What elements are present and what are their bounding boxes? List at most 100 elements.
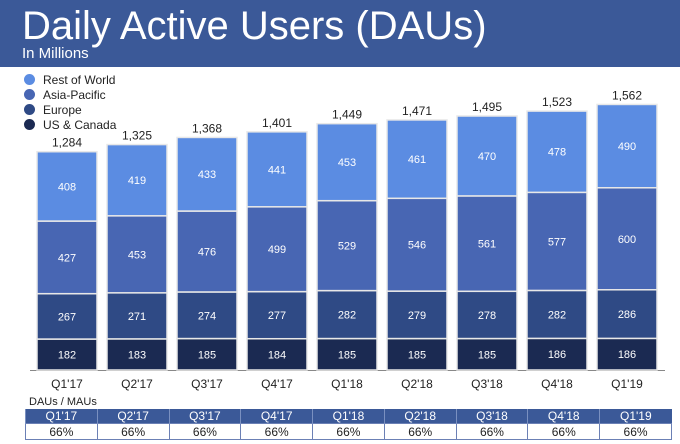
total-label: 1,401 (262, 116, 292, 130)
x-tick-label: Q1'19 (611, 377, 643, 391)
x-tick-label: Q2'18 (401, 377, 433, 391)
segment-label: 274 (198, 310, 216, 322)
segment-label: 185 (408, 349, 426, 361)
segment-label: 499 (268, 244, 286, 256)
segment-label: 478 (548, 147, 566, 159)
segment-label: 184 (268, 349, 286, 361)
bar-segment (176, 291, 238, 340)
total-label: 1,284 (52, 136, 82, 150)
segment-label: 271 (128, 311, 146, 323)
table-header-cell: Q4'18 (527, 409, 600, 424)
table-header-cell: Q4'17 (240, 409, 313, 424)
x-tick-label: Q1'17 (51, 377, 83, 391)
bar-segment (526, 110, 588, 194)
legend-swatch (24, 89, 35, 100)
segment-label: 476 (198, 247, 216, 259)
legend-label: Europe (43, 102, 82, 117)
legend-item: Europe (24, 102, 116, 117)
legend-swatch (24, 104, 35, 115)
bar-segment (316, 289, 378, 340)
bar-segment (106, 292, 168, 340)
bar-segment (596, 337, 658, 371)
segment-label: 461 (408, 154, 426, 166)
bar-segment (596, 103, 658, 189)
bar-segment (176, 136, 238, 212)
table-value-cell: 66% (599, 423, 672, 440)
x-tick-label: Q4'17 (261, 377, 293, 391)
total-label: 1,523 (542, 95, 572, 109)
table-header-cell: Q2'17 (96, 409, 170, 424)
table-value-cell: 66% (168, 423, 242, 440)
legend: Rest of World Asia-Pacific Europe US & Cana… (24, 72, 116, 132)
bar-segment (316, 199, 378, 292)
legend-item: Rest of World (24, 72, 116, 87)
segment-label: 453 (338, 157, 356, 169)
segment-label: 282 (548, 309, 566, 321)
table-value-cell: 66% (455, 423, 529, 440)
segment-label: 433 (198, 169, 216, 181)
segment-label: 183 (128, 349, 146, 361)
x-tick-label: Q2'17 (121, 377, 153, 391)
total-label: 1,471 (402, 104, 432, 118)
bar-segment (176, 337, 238, 371)
table-value-cell: 66% (96, 423, 170, 440)
chart-title: Daily Active Users (DAUs) (22, 4, 487, 48)
bar-segment (36, 220, 98, 295)
segment-label: 185 (338, 349, 356, 361)
segment-label: 427 (58, 252, 76, 264)
bar-segment (596, 289, 658, 340)
bar-segment (386, 119, 448, 200)
bar-segment (246, 131, 308, 208)
table-header-cell: Q3'17 (168, 409, 241, 424)
segment-label: 286 (618, 309, 636, 321)
total-label: 1,449 (332, 108, 362, 122)
bar-segment (456, 115, 518, 197)
dau-mau-table: Q1'17 Q2'17 Q3'17 Q4'17 Q1'18 Q2'18 Q3'18 Q4'18… (25, 409, 672, 440)
bar-segment (246, 206, 308, 293)
bar-segment (456, 337, 518, 371)
header-banner: Daily Active Users (DAUs) In Millions (0, 0, 680, 67)
legend-swatch (24, 74, 35, 85)
legend-label: US & Canada (43, 117, 117, 132)
segment-label: 186 (618, 349, 636, 361)
bar-segment (316, 122, 378, 202)
segment-label: 408 (58, 181, 76, 193)
bar-segment (456, 195, 518, 293)
bar-segment (456, 290, 518, 340)
legend-item: US & Canada (24, 117, 116, 132)
bar-segment (36, 150, 98, 222)
table-header-cell: Q1'18 (312, 409, 385, 424)
legend-swatch (24, 119, 35, 130)
bar-segment (106, 215, 168, 294)
total-label: 1,325 (122, 129, 152, 143)
segment-label: 279 (408, 310, 426, 322)
segment-label: 490 (618, 141, 636, 153)
segment-label: 182 (58, 350, 76, 362)
table-value-cell: 66% (527, 423, 601, 440)
table-value-cell: 66% (25, 423, 98, 440)
segment-label: 600 (618, 234, 636, 246)
bar-segment (36, 338, 98, 371)
bar-segment (386, 290, 448, 340)
segment-label: 561 (478, 239, 496, 251)
x-tick-label: Q3'18 (471, 377, 503, 391)
legend-item: Asia-Pacific (24, 87, 116, 102)
stacked-bar-chart: 182 267 427 408 1,284 Q1'17 183 271 453 419 1,325 Q… (30, 88, 665, 391)
bar-segment (176, 210, 238, 293)
bar-segment (526, 191, 588, 292)
segment-label: 419 (128, 175, 146, 187)
segment-label: 267 (58, 311, 76, 323)
table-value-cell: 66% (312, 423, 385, 440)
total-label: 1,368 (192, 121, 222, 135)
table-value-cell: 66% (240, 423, 314, 440)
segment-label: 277 (268, 310, 286, 322)
segment-label: 278 (478, 310, 496, 322)
segment-label: 185 (198, 349, 216, 361)
table-label: DAUs / MAUs (29, 396, 97, 408)
x-tick-label: Q1'18 (331, 377, 363, 391)
bar-segment (386, 337, 448, 371)
segment-label: 185 (478, 349, 496, 361)
segment-label: 186 (548, 349, 566, 361)
total-label: 1,495 (472, 100, 502, 114)
bar-segment (386, 197, 448, 292)
